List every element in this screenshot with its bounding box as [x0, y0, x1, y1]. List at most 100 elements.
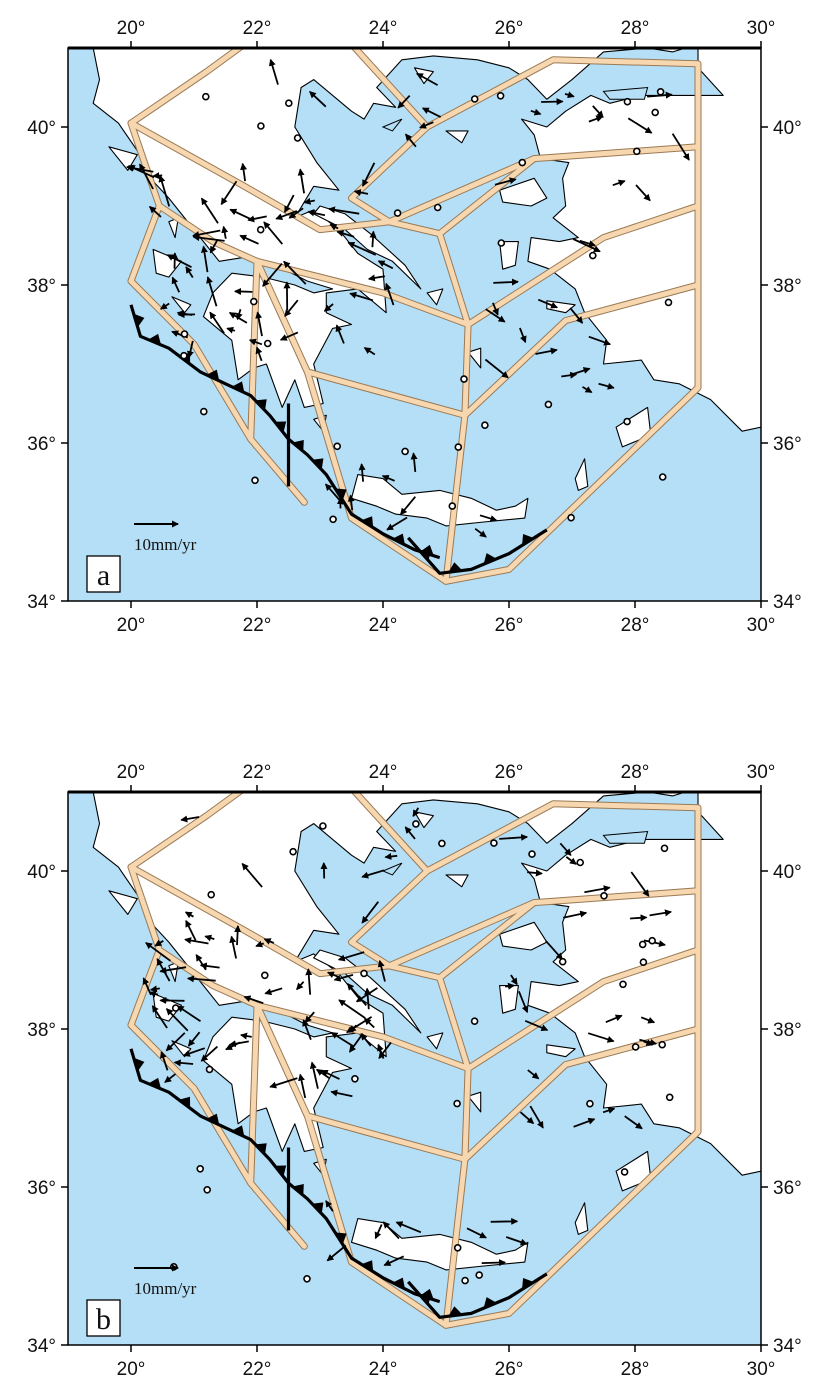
block-boundary	[304, 1113, 468, 1162]
trench-tooth	[392, 533, 405, 545]
gps-station	[470, 1017, 479, 1026]
trench-tooth	[361, 1260, 374, 1272]
velocity-vector	[199, 962, 220, 970]
trench-tooth	[274, 1165, 287, 1177]
gps-station	[329, 515, 337, 524]
map-panel-b: 20°20°22°22°24°24°26°26°28°28°30°30°34° 3…	[27, 762, 801, 1380]
landmass-4	[499, 177, 548, 207]
gps-station	[256, 225, 265, 234]
gps-station	[250, 297, 258, 306]
trench-tooth	[148, 333, 162, 345]
map-panel-a: 20°20°22°22°24°24°26°26°28°28°30°30°34° 3…	[27, 18, 801, 636]
landmass-5	[499, 985, 519, 1014]
velocity-vector	[481, 1259, 507, 1267]
panel-label-box	[86, 1299, 121, 1337]
x-tick-label-top: 28°	[621, 18, 650, 39]
velocity-vector	[510, 974, 518, 986]
velocity-vector	[220, 180, 238, 206]
landmass-11	[108, 890, 138, 915]
x-tick-label-bottom: 24°	[369, 615, 398, 636]
velocity-vector	[298, 1073, 307, 1099]
y-tick-label-right: 36°	[773, 434, 802, 455]
velocity-vector	[186, 975, 216, 983]
velocity-vector	[361, 869, 385, 879]
x-tick-label-top: 26°	[495, 18, 524, 39]
velocity-vector	[363, 347, 376, 356]
velocity-vector	[151, 1005, 168, 1029]
y-tick-label-right: 40°	[773, 118, 802, 139]
y-tick-label-right: 34°	[773, 1336, 802, 1357]
velocity-vector	[348, 1033, 364, 1053]
velocity-vector	[563, 910, 588, 919]
velocity-vector	[529, 1105, 544, 1129]
velocity-vector	[241, 862, 263, 888]
velocity-vector	[243, 995, 264, 1005]
velocity-vector	[325, 483, 344, 505]
velocity-vector	[527, 1069, 540, 1080]
velocity-vector	[404, 826, 416, 840]
velocity-vector	[180, 815, 200, 823]
gps-station	[303, 1275, 311, 1283]
gps-station	[620, 1168, 629, 1176]
gps-station	[448, 502, 457, 510]
velocity-vector	[361, 901, 380, 924]
velocity-vector	[283, 260, 307, 285]
velocity-vector	[149, 985, 160, 993]
y-tick-label-left: 40°	[27, 118, 56, 139]
trench-tooth	[133, 1057, 145, 1072]
trench-tooth	[292, 440, 304, 452]
velocity-vector	[537, 298, 559, 309]
trench-tooth	[312, 1202, 324, 1214]
velocity-vector	[309, 91, 327, 108]
gps-station	[544, 400, 553, 409]
velocity-vector	[630, 914, 648, 922]
velocity-vector	[336, 230, 355, 238]
block-boundary	[128, 864, 392, 977]
velocity-vector	[200, 197, 219, 224]
velocity-vector	[493, 278, 519, 286]
velocity-vector	[262, 263, 283, 287]
velocity-vector	[353, 189, 369, 196]
gps-station	[639, 958, 648, 967]
landmass-15	[426, 1032, 444, 1050]
block-boundary	[437, 975, 471, 1071]
velocity-vector	[400, 496, 416, 516]
trench-tooth	[448, 562, 463, 573]
velocity-vector	[349, 1024, 358, 1033]
velocity-vector	[329, 223, 339, 231]
velocity-vector	[247, 215, 267, 223]
velocity-vector	[490, 1217, 519, 1225]
gps-station	[481, 421, 489, 430]
velocity-vector	[315, 1068, 330, 1079]
gps-station	[576, 858, 585, 867]
velocity-vector	[320, 1069, 340, 1080]
gps-station	[623, 97, 632, 106]
gps-station	[490, 839, 498, 847]
x-tick-label-bottom: 20°	[117, 1359, 146, 1380]
velocity-vector	[187, 1031, 201, 1047]
velocity-vector	[279, 331, 299, 341]
gps-station	[665, 1093, 674, 1102]
panel-label: b	[96, 1303, 111, 1336]
velocity-vector	[185, 266, 194, 278]
velocity-vector	[584, 885, 611, 894]
velocity-vector	[358, 463, 366, 482]
y-tick-label-left: 40°	[27, 862, 56, 883]
landmass-4	[499, 921, 548, 951]
velocity-vector	[384, 282, 395, 306]
velocity-vector	[304, 1011, 315, 1024]
velocity-vector	[185, 919, 197, 941]
velocity-vector	[405, 133, 417, 148]
velocity-vector	[492, 302, 499, 316]
velocity-vector	[335, 324, 345, 344]
x-tick-label-top: 28°	[621, 762, 650, 783]
velocity-vector	[382, 1221, 400, 1240]
gps-station	[470, 95, 479, 103]
trench-tooth	[255, 1143, 267, 1155]
gps-station	[656, 88, 665, 96]
gps-station	[658, 1040, 667, 1049]
velocity-vector	[564, 91, 575, 99]
gps-station	[623, 417, 631, 426]
gps-station	[333, 442, 342, 451]
velocity-vector	[165, 1032, 186, 1052]
